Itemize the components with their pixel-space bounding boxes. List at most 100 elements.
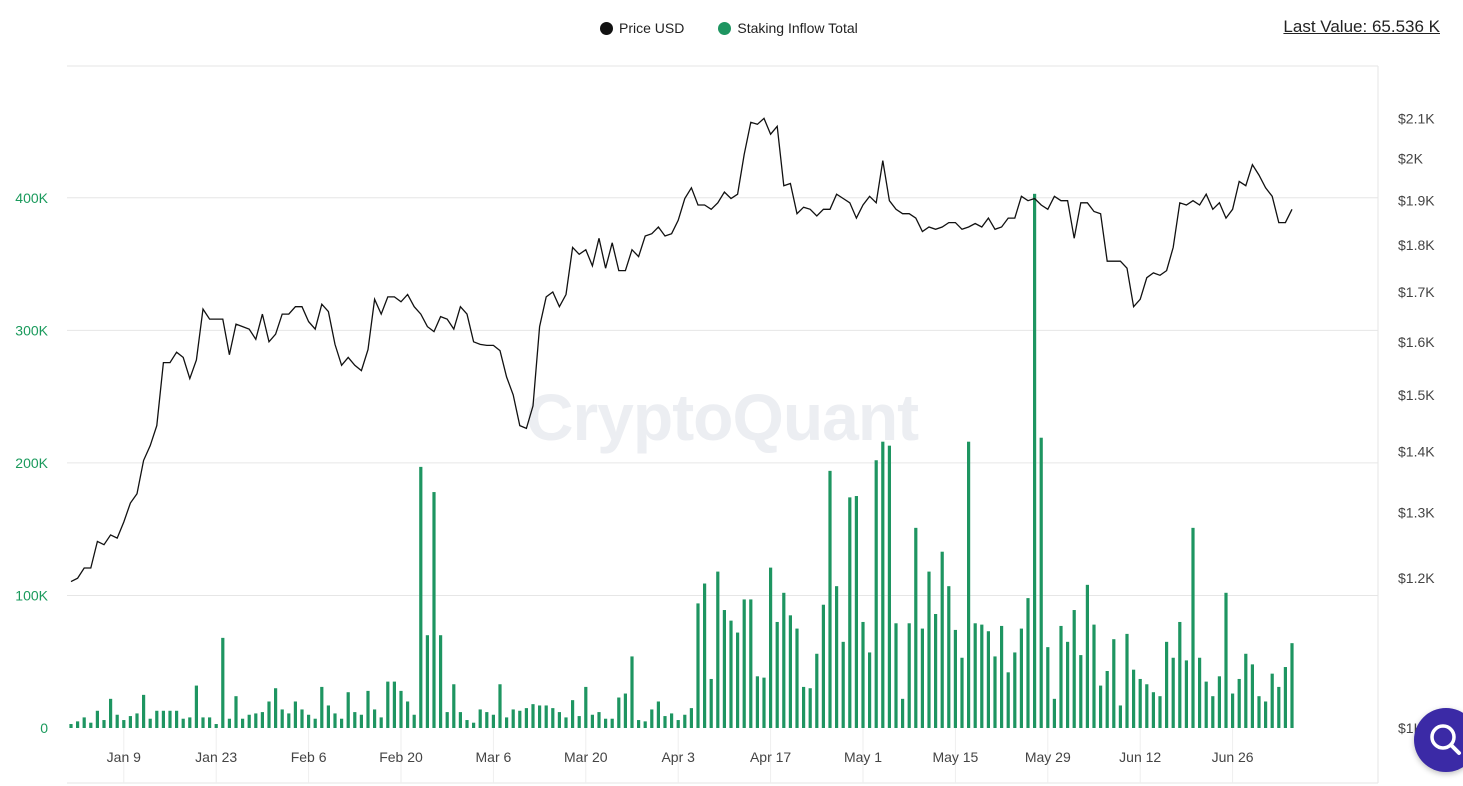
inflow-bar[interactable] bbox=[505, 717, 509, 728]
inflow-bar[interactable] bbox=[980, 624, 984, 728]
inflow-bar[interactable] bbox=[808, 688, 812, 728]
inflow-bar[interactable] bbox=[128, 716, 132, 728]
legend-item-inflow[interactable]: Staking Inflow Total bbox=[718, 20, 858, 36]
inflow-bar[interactable] bbox=[1112, 639, 1116, 728]
inflow-bar[interactable] bbox=[755, 676, 759, 728]
inflow-bar[interactable] bbox=[703, 583, 707, 728]
inflow-bar[interactable] bbox=[993, 656, 997, 728]
inflow-bar[interactable] bbox=[828, 470, 832, 728]
inflow-bar[interactable] bbox=[1184, 660, 1188, 728]
inflow-bar[interactable] bbox=[689, 708, 693, 728]
inflow-bar[interactable] bbox=[458, 712, 462, 728]
inflow-bar[interactable] bbox=[155, 710, 159, 728]
inflow-bar[interactable] bbox=[920, 628, 924, 728]
inflow-bar[interactable] bbox=[188, 717, 192, 728]
last-value-readout[interactable]: Last Value: 65.536 K bbox=[1283, 17, 1440, 36]
inflow-bar[interactable] bbox=[472, 722, 476, 728]
inflow-bar[interactable] bbox=[1231, 693, 1235, 728]
inflow-bar[interactable] bbox=[736, 632, 740, 728]
inflow-bar[interactable] bbox=[227, 718, 231, 728]
inflow-bar[interactable] bbox=[617, 697, 621, 728]
inflow-bar[interactable] bbox=[782, 592, 786, 728]
inflow-bar[interactable] bbox=[1244, 653, 1248, 728]
inflow-bar[interactable] bbox=[544, 705, 548, 728]
inflow-bar[interactable] bbox=[1059, 625, 1063, 728]
inflow-bar[interactable] bbox=[439, 635, 443, 728]
inflow-bar[interactable] bbox=[802, 686, 806, 728]
inflow-bar[interactable] bbox=[874, 460, 878, 728]
inflow-bar[interactable] bbox=[1000, 625, 1004, 728]
inflow-bar[interactable] bbox=[1019, 628, 1023, 728]
inflow-bar[interactable] bbox=[1257, 696, 1261, 728]
inflow-bar[interactable] bbox=[854, 496, 858, 728]
inflow-bar[interactable] bbox=[168, 710, 172, 728]
inflow-bar[interactable] bbox=[696, 603, 700, 728]
inflow-bar[interactable] bbox=[1066, 641, 1070, 728]
inflow-bar[interactable] bbox=[181, 718, 185, 728]
inflow-bar[interactable] bbox=[1178, 621, 1182, 728]
inflow-bar[interactable] bbox=[1046, 647, 1050, 728]
inflow-bar[interactable] bbox=[201, 717, 205, 728]
inflow-bar[interactable] bbox=[1105, 671, 1109, 728]
inflow-bar[interactable] bbox=[835, 586, 839, 728]
inflow-bar[interactable] bbox=[379, 717, 383, 728]
inflow-bar[interactable] bbox=[498, 684, 502, 728]
inflow-bar[interactable] bbox=[887, 445, 891, 728]
inflow-bar[interactable] bbox=[670, 713, 674, 728]
inflow-bar[interactable] bbox=[1264, 701, 1268, 728]
inflow-bar[interactable] bbox=[914, 527, 918, 728]
inflow-bar[interactable] bbox=[465, 720, 469, 728]
inflow-bar[interactable] bbox=[821, 604, 825, 728]
inflow-bar[interactable] bbox=[287, 713, 291, 728]
inflow-bar[interactable] bbox=[749, 599, 753, 728]
inflow-bar[interactable] bbox=[359, 714, 363, 728]
inflow-bar[interactable] bbox=[538, 705, 542, 728]
inflow-bar[interactable] bbox=[524, 708, 528, 728]
inflow-bar[interactable] bbox=[406, 701, 410, 728]
inflow-bar[interactable] bbox=[241, 718, 245, 728]
inflow-bar[interactable] bbox=[1138, 678, 1142, 728]
inflow-bar[interactable] bbox=[1132, 669, 1136, 728]
inflow-bar[interactable] bbox=[1290, 643, 1294, 728]
inflow-bar[interactable] bbox=[742, 599, 746, 728]
inflow-bar[interactable] bbox=[1052, 698, 1056, 728]
inflow-bar[interactable] bbox=[267, 701, 271, 728]
inflow-bar[interactable] bbox=[148, 718, 152, 728]
inflow-bar[interactable] bbox=[313, 718, 317, 728]
inflow-bar[interactable] bbox=[722, 610, 726, 728]
inflow-bar[interactable] bbox=[511, 709, 515, 728]
inflow-bar[interactable] bbox=[762, 677, 766, 728]
inflow-bar[interactable] bbox=[386, 681, 390, 728]
inflow-bar[interactable] bbox=[577, 716, 581, 728]
inflow-bar[interactable] bbox=[485, 712, 489, 728]
inflow-bar[interactable] bbox=[907, 623, 911, 728]
inflow-bar[interactable] bbox=[82, 717, 86, 728]
inflow-bar[interactable] bbox=[1250, 664, 1254, 728]
inflow-bar[interactable] bbox=[564, 717, 568, 728]
inflow-bar[interactable] bbox=[340, 718, 344, 728]
inflow-bar[interactable] bbox=[293, 701, 297, 728]
inflow-bar[interactable] bbox=[650, 709, 654, 728]
inflow-bar[interactable] bbox=[320, 686, 324, 728]
inflow-bar[interactable] bbox=[716, 571, 720, 728]
inflow-bar[interactable] bbox=[934, 614, 938, 728]
inflow-bar[interactable] bbox=[1092, 624, 1096, 728]
inflow-bar[interactable] bbox=[1145, 684, 1149, 728]
inflow-bar[interactable] bbox=[478, 709, 482, 728]
inflow-bar[interactable] bbox=[769, 567, 773, 728]
inflow-bar[interactable] bbox=[630, 656, 634, 728]
inflow-bar[interactable] bbox=[214, 724, 218, 728]
inflow-bar[interactable] bbox=[960, 657, 964, 728]
inflow-bar[interactable] bbox=[221, 637, 225, 728]
inflow-bar[interactable] bbox=[986, 631, 990, 728]
inflow-bar[interactable] bbox=[1026, 598, 1030, 728]
inflow-bar[interactable] bbox=[1079, 655, 1083, 728]
inflow-bar[interactable] bbox=[868, 652, 872, 728]
inflow-bar[interactable] bbox=[102, 720, 106, 728]
inflow-bar[interactable] bbox=[623, 693, 627, 728]
inflow-bar[interactable] bbox=[1198, 657, 1202, 728]
inflow-bar[interactable] bbox=[432, 492, 436, 728]
inflow-bar[interactable] bbox=[1151, 692, 1155, 728]
inflow-bar[interactable] bbox=[1217, 676, 1221, 728]
inflow-bar[interactable] bbox=[260, 712, 264, 728]
